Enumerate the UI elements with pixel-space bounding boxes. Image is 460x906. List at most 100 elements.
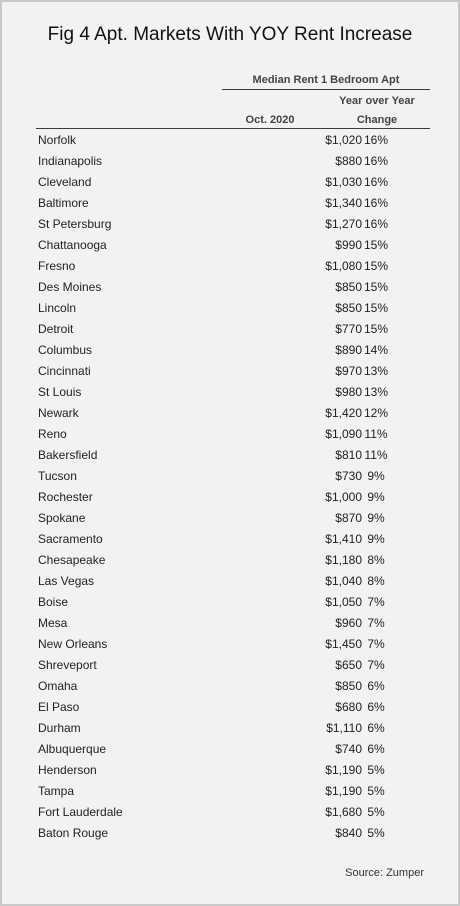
- city-cell: St Petersburg: [38, 217, 112, 231]
- rent-cell: $960: [335, 616, 362, 630]
- change-cell: 9%: [367, 469, 385, 483]
- change-cell: 16%: [363, 133, 389, 147]
- table-row: Omaha $850 6%: [36, 676, 436, 697]
- city-cell: Rochester: [38, 490, 93, 504]
- table-row: Cleveland $1,030 16%: [36, 172, 436, 193]
- change-cell: 9%: [367, 532, 385, 546]
- table-row: Albuquerque $740 6%: [36, 739, 436, 760]
- change-cell: 11%: [364, 448, 388, 462]
- change-cell: 6%: [367, 679, 385, 693]
- rent-column-header: Oct. 2020: [245, 114, 295, 126]
- city-cell: Cincinnati: [38, 364, 91, 378]
- change-cell: 16%: [363, 217, 389, 231]
- table-row: Indianapolis $880 16%: [36, 151, 436, 172]
- change-cell: 5%: [367, 805, 385, 819]
- chart-title: Fig 4 Apt. Markets With YOY Rent Increas…: [47, 24, 413, 45]
- table-row: Cincinnati $970 13%: [36, 361, 436, 382]
- city-cell: Newark: [38, 406, 79, 420]
- table-row: Chattanooga $990 15%: [36, 235, 436, 256]
- city-cell: Indianapolis: [38, 154, 103, 168]
- table-row: New Orleans $1,450 7%: [36, 634, 436, 655]
- change-cell: 7%: [367, 595, 385, 609]
- table-row: Norfolk $1,020 16%: [36, 130, 436, 151]
- rent-cell: $1,680: [325, 805, 362, 819]
- change-cell: 9%: [367, 511, 385, 525]
- table-row: Bakersfield $810 11%: [36, 445, 436, 466]
- city-cell: Lincoln: [38, 301, 77, 315]
- rent-cell: $1,180: [325, 553, 362, 567]
- source-note: Source: Zumper: [345, 867, 424, 879]
- city-cell: Albuquerque: [38, 742, 107, 756]
- rent-cell: $810: [335, 448, 362, 462]
- rent-cell: $1,050: [325, 595, 362, 609]
- rent-cell: $1,090: [325, 427, 362, 441]
- table-row: Newark $1,420 12%: [36, 403, 436, 424]
- rent-cell: $1,190: [325, 763, 362, 777]
- change-header-line1: Year over Year: [339, 95, 415, 107]
- rent-cell: $1,270: [325, 217, 362, 231]
- rent-cell: $1,080: [325, 259, 362, 273]
- table-row: Rochester $1,000 9%: [36, 487, 436, 508]
- rent-cell: $840: [335, 826, 362, 840]
- table-row: Reno $1,090 11%: [36, 424, 436, 445]
- change-cell: 16%: [363, 154, 389, 168]
- table-row: Baltimore $1,340 16%: [36, 193, 436, 214]
- table-row: Spokane $870 9%: [36, 508, 436, 529]
- rent-cell: $1,040: [325, 574, 362, 588]
- table-row: St Louis $980 13%: [36, 382, 436, 403]
- city-cell: Reno: [38, 427, 67, 441]
- rent-cell: $1,190: [325, 784, 362, 798]
- rent-cell: $880: [335, 154, 362, 168]
- change-cell: 13%: [363, 385, 389, 399]
- change-cell: 15%: [363, 301, 389, 315]
- change-cell: 8%: [367, 553, 385, 567]
- city-cell: Chesapeake: [38, 553, 106, 567]
- table-row: Las Vegas $1,040 8%: [36, 571, 436, 592]
- rent-cell: $730: [335, 469, 362, 483]
- table-row: Henderson $1,190 5%: [36, 760, 436, 781]
- rent-cell: $980: [335, 385, 362, 399]
- rent-cell: $890: [335, 343, 362, 357]
- change-cell: 15%: [363, 238, 389, 252]
- change-cell: 15%: [363, 280, 389, 294]
- change-cell: 13%: [363, 364, 389, 378]
- rent-cell: $1,030: [325, 175, 362, 189]
- table-row: Sacramento $1,410 9%: [36, 529, 436, 550]
- city-cell: Des Moines: [38, 280, 102, 294]
- change-cell: 5%: [367, 784, 385, 798]
- city-cell: Shreveport: [38, 658, 97, 672]
- change-cell: 7%: [367, 616, 385, 630]
- table-row: Tampa $1,190 5%: [36, 781, 436, 802]
- city-cell: Tucson: [38, 469, 77, 483]
- table-row: Baton Rouge $840 5%: [36, 823, 436, 844]
- rent-cell: $990: [335, 238, 362, 252]
- change-cell: 15%: [363, 322, 389, 336]
- rent-cell: $1,420: [325, 406, 362, 420]
- table-row: Chesapeake $1,180 8%: [36, 550, 436, 571]
- rent-cell: $850: [335, 301, 362, 315]
- city-cell: Henderson: [38, 763, 97, 777]
- rent-cell: $1,450: [325, 637, 362, 651]
- city-cell: Columbus: [38, 343, 93, 357]
- table-row: Durham $1,110 6%: [36, 718, 436, 739]
- table-row: Mesa $960 7%: [36, 613, 436, 634]
- rent-cell: $1,340: [325, 196, 362, 210]
- change-cell: 6%: [367, 721, 385, 735]
- change-cell: 16%: [363, 175, 389, 189]
- table-row: Fort Lauderdale $1,680 5%: [36, 802, 436, 823]
- change-cell: 7%: [367, 637, 385, 651]
- rent-cell: $770: [335, 322, 362, 336]
- city-cell: Bakersfield: [38, 448, 98, 462]
- rent-cell: $740: [335, 742, 362, 756]
- rent-cell: $650: [335, 658, 362, 672]
- city-cell: New Orleans: [38, 637, 108, 651]
- city-cell: Norfolk: [38, 133, 77, 147]
- change-cell: 5%: [367, 826, 385, 840]
- change-cell: 11%: [364, 427, 388, 441]
- table-row: Tucson $730 9%: [36, 466, 436, 487]
- change-cell: 15%: [363, 259, 389, 273]
- column-header-rule: [36, 128, 430, 129]
- city-cell: St Louis: [38, 385, 82, 399]
- change-cell: 14%: [363, 343, 389, 357]
